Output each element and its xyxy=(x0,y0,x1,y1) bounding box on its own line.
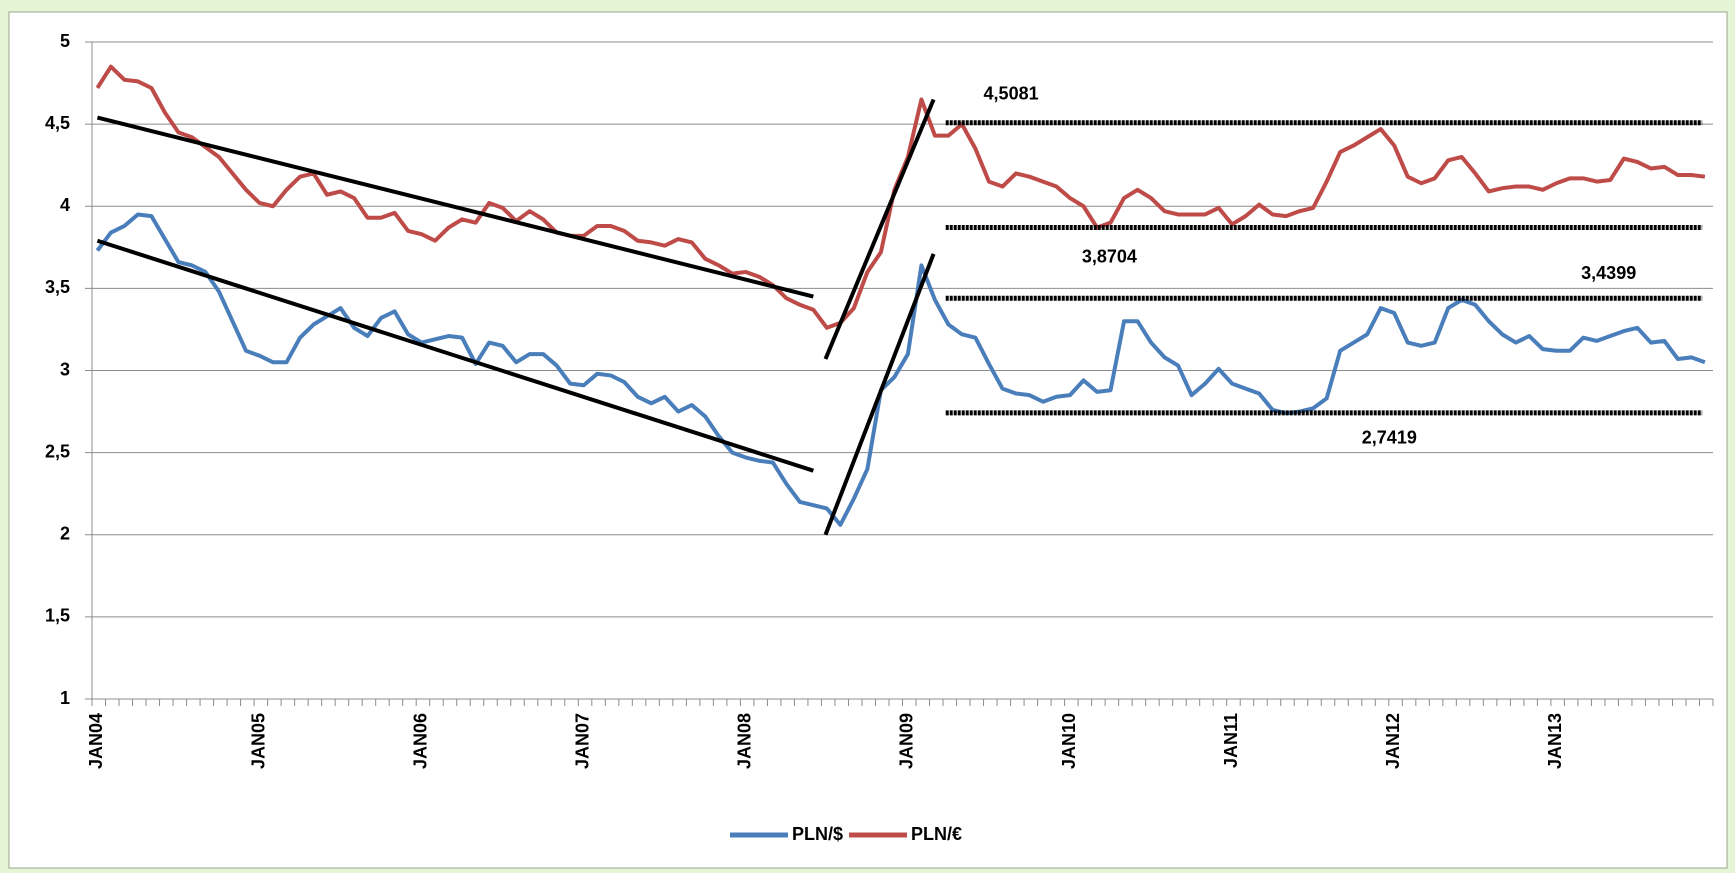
x-tick-label: JAN12 xyxy=(1383,713,1403,769)
y-tick-label: 1 xyxy=(60,688,70,708)
x-tick-label: JAN11 xyxy=(1221,713,1241,768)
y-tick-label: 3,5 xyxy=(45,277,70,297)
x-tick-label: JAN13 xyxy=(1545,713,1565,769)
y-tick-label: 2 xyxy=(60,524,70,544)
x-tick-label: JAN09 xyxy=(897,713,917,769)
y-tick-label: 1,5 xyxy=(45,606,70,626)
x-tick-label: JAN07 xyxy=(572,713,592,769)
x-tick-label: JAN08 xyxy=(735,713,755,769)
trend-line xyxy=(96,115,814,299)
level-label: 4,5081 xyxy=(984,84,1039,104)
y-tick-label: 4 xyxy=(60,195,70,215)
trend-line xyxy=(823,253,936,536)
x-tick-label: JAN06 xyxy=(410,713,430,769)
y-tick-label: 3 xyxy=(60,359,70,379)
x-tick-label: JAN04 xyxy=(86,713,106,769)
level-label: 3,4399 xyxy=(1581,263,1636,283)
chart-area xyxy=(8,11,1728,869)
x-tick-label: JAN05 xyxy=(248,713,268,769)
legend-label: PLN/€ xyxy=(911,824,962,844)
data-line xyxy=(95,212,1706,527)
y-tick-label: 2,5 xyxy=(45,441,70,461)
level-label: 3,8704 xyxy=(1082,246,1137,266)
y-tick-label: 4,5 xyxy=(45,113,70,133)
trend-line xyxy=(823,98,936,360)
y-tick-label: 5 xyxy=(60,31,70,51)
trend-line xyxy=(96,238,814,473)
legend-label: PLN/$ xyxy=(792,824,843,844)
x-tick-label: JAN10 xyxy=(1059,713,1079,769)
level-label: 2,7419 xyxy=(1362,428,1417,448)
